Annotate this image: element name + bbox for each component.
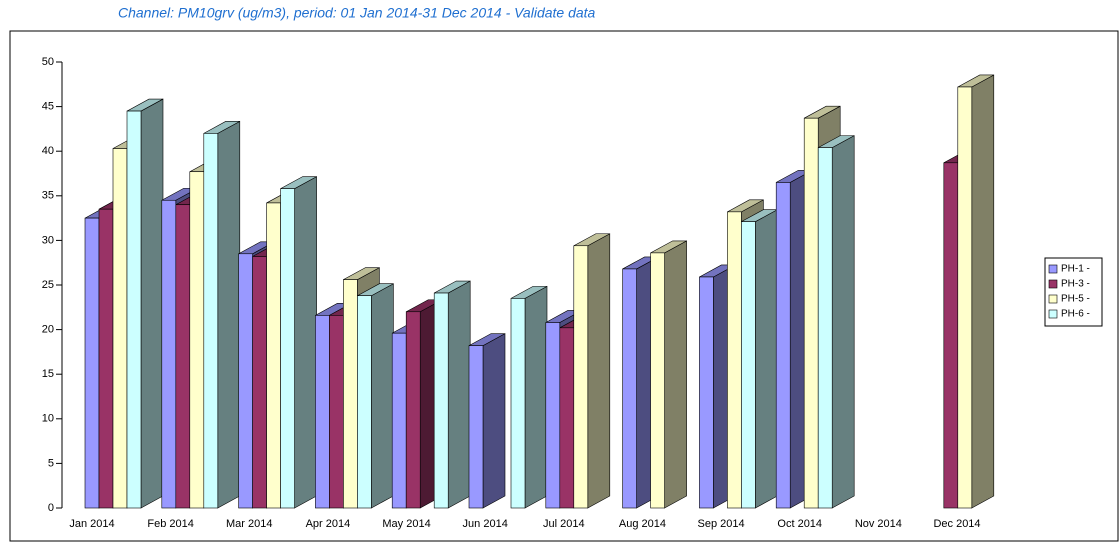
y-tick-label: 40 <box>42 145 54 157</box>
bar <box>957 86 973 509</box>
bar-side <box>971 74 995 509</box>
y-tick-label: 15 <box>42 368 54 380</box>
bar <box>266 202 281 509</box>
bar <box>622 268 637 509</box>
bar <box>391 332 407 509</box>
chart-frame <box>9 30 1119 542</box>
bar-side <box>371 283 394 509</box>
bar <box>433 292 449 509</box>
bar-side <box>140 98 164 509</box>
bar-side <box>524 285 548 509</box>
bar <box>803 117 819 509</box>
x-tick-label: Aug 2014 <box>619 518 666 530</box>
y-tick-label: 35 <box>42 190 54 202</box>
bar <box>252 256 267 509</box>
bar <box>315 315 330 509</box>
bar <box>817 147 833 509</box>
bar <box>727 211 742 509</box>
bar <box>943 162 959 509</box>
bar <box>650 252 665 509</box>
x-tick-label: Nov 2014 <box>855 518 902 530</box>
bar <box>84 217 100 509</box>
bar <box>699 276 714 509</box>
legend-label: PH-5 - <box>1061 294 1090 305</box>
bar-side <box>217 120 241 509</box>
bar-side <box>482 333 506 509</box>
bar <box>161 199 177 509</box>
bar <box>98 208 114 509</box>
x-tick-label: Oct 2014 <box>777 518 822 530</box>
bar <box>357 295 372 509</box>
bar-side <box>755 209 778 509</box>
x-tick-label: Jan 2014 <box>69 518 114 530</box>
bar <box>329 315 344 509</box>
x-tick-label: Apr 2014 <box>306 518 351 530</box>
x-tick-label: Jul 2014 <box>543 518 585 530</box>
bar <box>468 345 484 509</box>
bar <box>559 327 575 509</box>
x-tick-label: Sep 2014 <box>698 518 745 530</box>
legend-label: PH-3 - <box>1061 279 1090 290</box>
bar-side <box>587 233 611 509</box>
legend-swatch <box>1048 294 1058 304</box>
y-tick-label: 50 <box>42 56 54 68</box>
bar <box>343 279 358 509</box>
legend-swatch <box>1048 309 1058 319</box>
bar <box>280 188 295 509</box>
bar-side <box>294 176 317 509</box>
legend-label: PH-6 - <box>1061 309 1090 320</box>
bar-side <box>447 280 471 509</box>
chart-title: Channel: PM10grv (ug/m3), period: 01 Jan… <box>118 5 596 21</box>
bar <box>175 204 191 509</box>
bar <box>203 133 219 509</box>
bar <box>126 110 142 509</box>
bar <box>573 245 589 509</box>
y-tick-label: 0 <box>48 502 54 514</box>
y-tick-label: 30 <box>42 234 54 246</box>
x-tick-label: Feb 2014 <box>147 518 193 530</box>
legend-swatch <box>1048 279 1058 289</box>
bar <box>510 298 526 509</box>
bar <box>112 148 128 509</box>
bar-side <box>664 240 687 509</box>
bar <box>189 171 205 509</box>
bar <box>775 182 791 509</box>
legend-swatch <box>1048 264 1058 274</box>
bar-side <box>831 135 855 509</box>
bar <box>238 253 253 509</box>
x-tick-label: May 2014 <box>382 518 430 530</box>
bar <box>405 311 421 509</box>
y-tick-label: 5 <box>48 457 54 469</box>
y-tick-label: 10 <box>42 413 54 425</box>
x-tick-label: Dec 2014 <box>933 518 980 530</box>
y-tick-label: 45 <box>42 101 54 113</box>
legend-label: PH-1 - <box>1061 264 1090 275</box>
y-tick-label: 20 <box>42 324 54 336</box>
x-tick-label: Mar 2014 <box>226 518 272 530</box>
x-tick-label: Jun 2014 <box>463 518 508 530</box>
bar <box>741 221 756 509</box>
y-tick-label: 25 <box>42 279 54 291</box>
bar <box>545 322 561 509</box>
